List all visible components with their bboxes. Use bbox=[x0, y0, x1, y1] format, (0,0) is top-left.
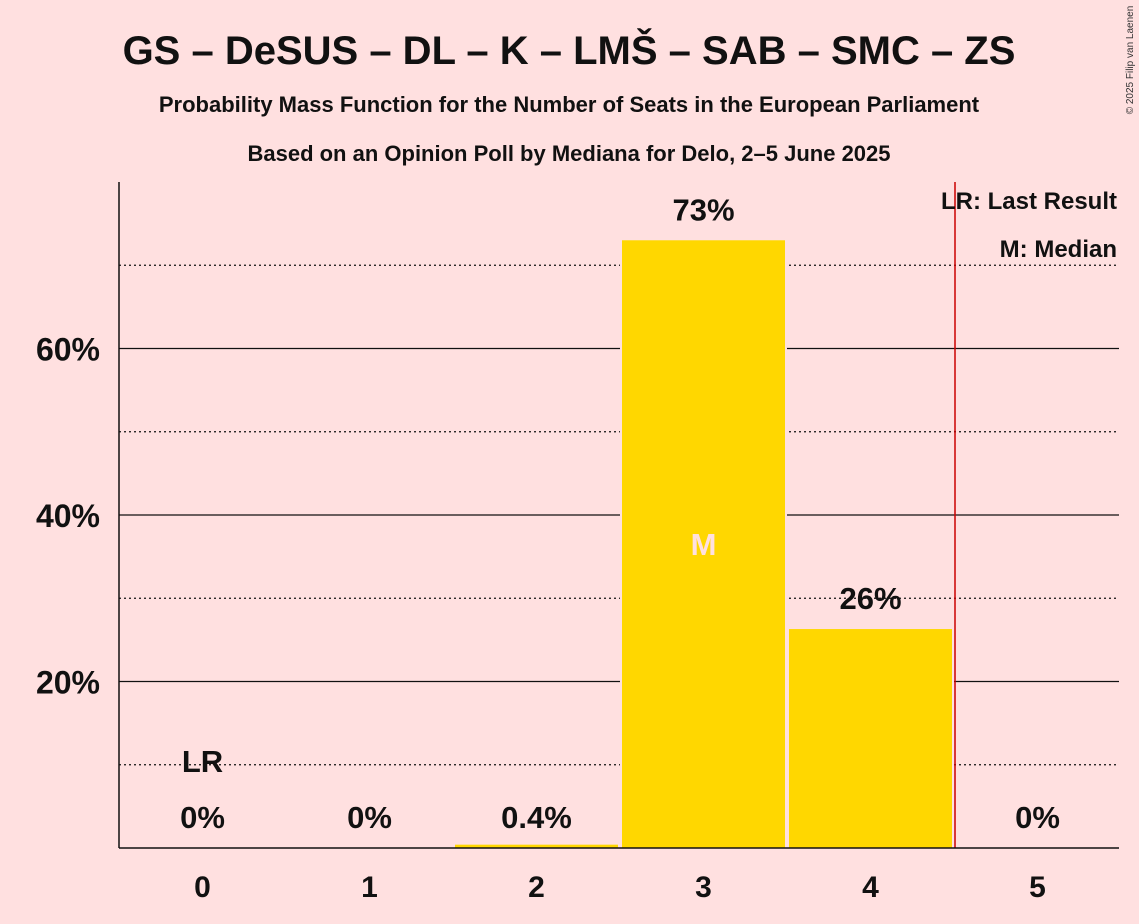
y-tick-label-40: 40% bbox=[36, 498, 100, 534]
axes: 20% 40% 60% 0 1 2 3 4 5 bbox=[36, 182, 1119, 904]
data-label-5: 0% bbox=[1015, 800, 1060, 835]
y-tick-label-20: 20% bbox=[36, 665, 100, 701]
legend-entry-0: LR: Last Result bbox=[941, 188, 1117, 215]
x-tick-label-0: 0 bbox=[194, 871, 211, 904]
chart-title: GS – DeSUS – DL – K – LMŠ – SAB – SMC – … bbox=[123, 27, 1016, 73]
data-label-0: 0% bbox=[180, 800, 225, 835]
legend-entry-1: M: Median bbox=[1000, 236, 1117, 263]
data-label-3: 73% bbox=[672, 192, 734, 227]
copyright-text: © 2025 Filip van Laenen bbox=[1125, 6, 1136, 115]
legend: LR: Last Result M: Median bbox=[941, 188, 1117, 263]
x-tick-label-1: 1 bbox=[361, 871, 378, 904]
data-label-2: 0.4% bbox=[501, 800, 572, 835]
last-result-marker: LR bbox=[182, 744, 223, 779]
x-tick-label-4: 4 bbox=[862, 871, 879, 904]
data-label-1: 0% bbox=[347, 800, 392, 835]
y-tick-label-60: 60% bbox=[36, 332, 100, 368]
x-tick-label-3: 3 bbox=[695, 871, 712, 904]
gridlines bbox=[119, 265, 1119, 765]
chart-subtitle-source: Based on an Opinion Poll by Mediana for … bbox=[247, 141, 890, 166]
x-tick-label-5: 5 bbox=[1029, 871, 1046, 904]
bar-4 bbox=[789, 629, 952, 848]
data-label-4: 26% bbox=[839, 581, 901, 616]
chart-subtitle: Probability Mass Function for the Number… bbox=[159, 92, 980, 117]
x-tick-label-2: 2 bbox=[528, 871, 545, 904]
median-marker: M bbox=[691, 527, 717, 562]
